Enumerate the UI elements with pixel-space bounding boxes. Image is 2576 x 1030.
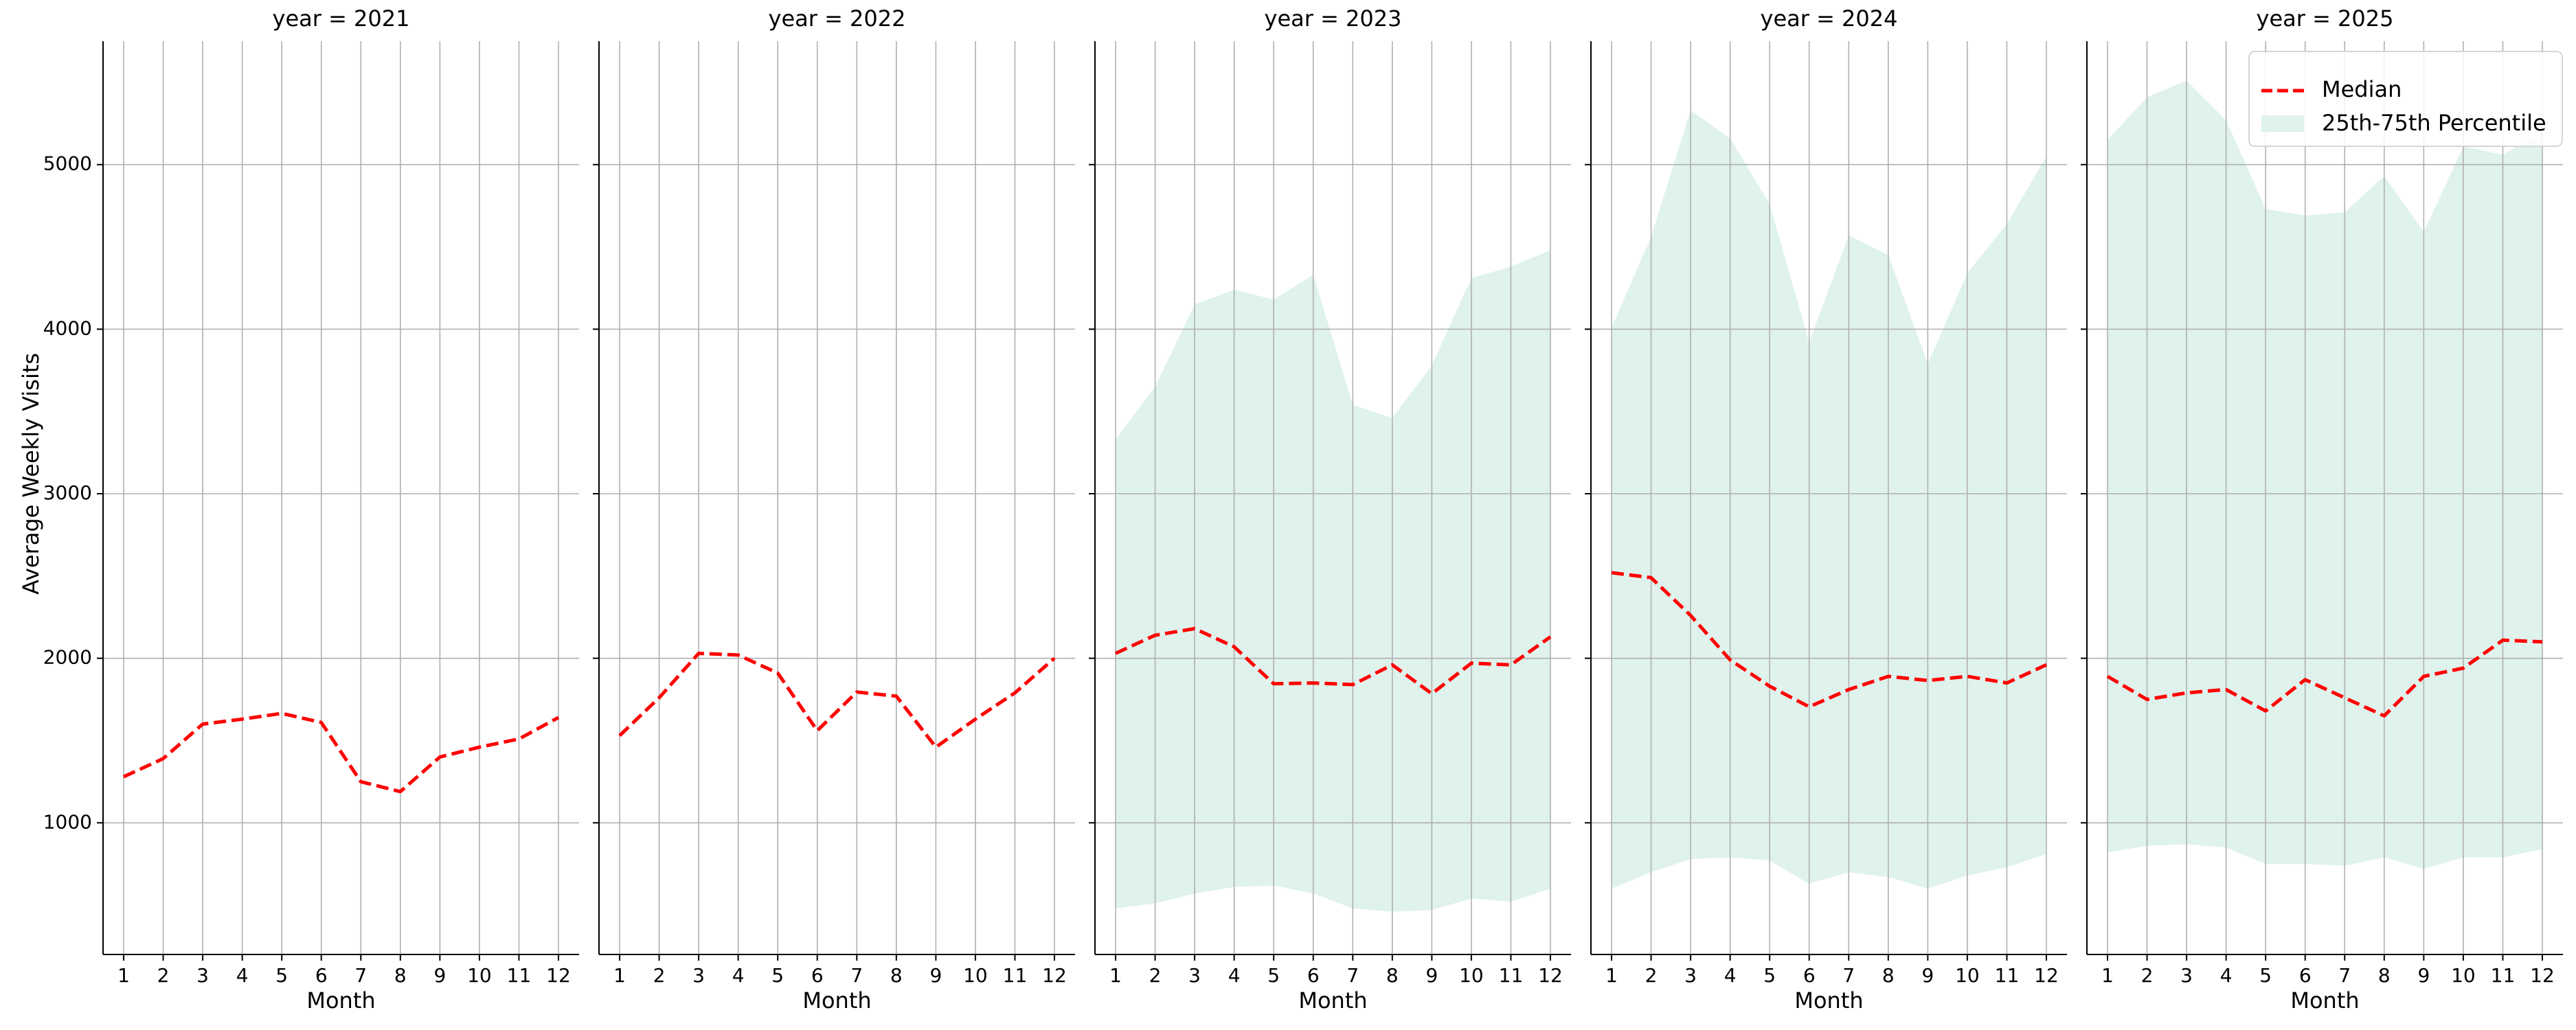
x-tick-label: 2 bbox=[1149, 964, 1162, 987]
x-tick-label: 10 bbox=[963, 964, 988, 987]
x-tick-label: 6 bbox=[1803, 964, 1816, 987]
x-tick-label: 12 bbox=[2034, 964, 2059, 987]
percentile-band-2023 bbox=[1116, 250, 1550, 912]
median-line-2025 bbox=[2106, 638, 2543, 718]
facet-title: year = 2022 bbox=[769, 5, 906, 32]
x-tick-label: 10 bbox=[1955, 964, 1980, 987]
x-tick-label: 3 bbox=[1188, 964, 1201, 987]
x-tick-label: 5 bbox=[1267, 964, 1280, 987]
x-tick-label: 12 bbox=[2530, 964, 2555, 987]
x-tick-label: 6 bbox=[1307, 964, 1320, 987]
x-tick-label: 9 bbox=[1921, 964, 1934, 987]
x-tick-label: 4 bbox=[1724, 964, 1737, 987]
x-tick-label: 5 bbox=[2259, 964, 2272, 987]
x-tick-label: 2 bbox=[157, 964, 170, 987]
x-tick-label: 8 bbox=[394, 964, 407, 987]
x-tick-label: 1 bbox=[613, 964, 626, 987]
x-tick-label: 11 bbox=[1003, 964, 1028, 987]
y-tick-label: 1000 bbox=[43, 810, 92, 833]
x-tick-label: 11 bbox=[1995, 964, 2020, 987]
x-tick-label: 4 bbox=[732, 964, 745, 987]
x-tick-label: 2 bbox=[2141, 964, 2154, 987]
x-tick-label: 1 bbox=[2101, 964, 2114, 987]
y-tick-label: 2000 bbox=[43, 646, 92, 669]
median-line-2021 bbox=[122, 711, 560, 794]
y-axis-label: Average Weekly Visits bbox=[18, 353, 44, 595]
x-axis-label: Month bbox=[2290, 987, 2359, 1014]
facet-title: year = 2024 bbox=[1761, 5, 1898, 32]
facet-title: year = 2021 bbox=[273, 5, 410, 32]
legend-box bbox=[2248, 51, 2563, 147]
x-tick-label: 1 bbox=[117, 964, 130, 987]
x-tick-label: 7 bbox=[850, 964, 863, 987]
x-tick-label: 7 bbox=[1842, 964, 1855, 987]
x-tick-label: 2 bbox=[1645, 964, 1658, 987]
median-line-2024 bbox=[1611, 571, 2048, 709]
x-tick-label: 6 bbox=[315, 964, 328, 987]
x-tick-label: 3 bbox=[692, 964, 705, 987]
legend: Median 25th-75th Percentile bbox=[2248, 51, 2563, 147]
x-tick-label: 10 bbox=[2451, 964, 2476, 987]
median-line-2022 bbox=[618, 652, 1056, 749]
x-axis-label: Month bbox=[1298, 987, 1367, 1014]
x-tick-label: 1 bbox=[1109, 964, 1122, 987]
legend-band-label: 25th-75th Percentile bbox=[2322, 110, 2546, 136]
x-tick-label: 6 bbox=[2299, 964, 2312, 987]
panels-group: 1 2 3 4 5 6 7 8 9 10 11 1210002000300040005000year … bbox=[43, 5, 2563, 1014]
percentile-band-2024 bbox=[1612, 110, 2046, 889]
x-axis-label: Month bbox=[306, 987, 375, 1014]
x-tick-label: 11 bbox=[507, 964, 532, 987]
y-tick-label: 5000 bbox=[43, 152, 92, 175]
x-tick-label: 9 bbox=[433, 964, 446, 987]
legend-median-label: Median bbox=[2322, 76, 2402, 102]
x-tick-label: 4 bbox=[2220, 964, 2233, 987]
facet-title: year = 2023 bbox=[1265, 5, 1402, 32]
percentile-band-2025 bbox=[2108, 80, 2542, 869]
panel-2021: 1 2 3 4 5 6 7 8 9 10 11 1210002000300040005000year … bbox=[43, 5, 579, 1014]
x-tick-label: 5 bbox=[1763, 964, 1776, 987]
x-tick-label: 3 bbox=[2180, 964, 2193, 987]
x-tick-label: 10 bbox=[1459, 964, 1484, 987]
x-tick-label: 9 bbox=[2417, 964, 2430, 987]
median-line-2023 bbox=[1114, 627, 1552, 696]
x-tick-label: 5 bbox=[275, 964, 288, 987]
x-tick-label: 4 bbox=[1228, 964, 1241, 987]
x-tick-label: 7 bbox=[2338, 964, 2351, 987]
x-tick-label: 1 bbox=[1605, 964, 1618, 987]
x-tick-label: 7 bbox=[1346, 964, 1359, 987]
x-tick-label: 10 bbox=[467, 964, 492, 987]
x-tick-label: 2 bbox=[653, 964, 666, 987]
x-tick-label: 12 bbox=[1538, 964, 1563, 987]
x-tick-label: 8 bbox=[1882, 964, 1895, 987]
x-tick-label: 12 bbox=[546, 964, 571, 987]
x-tick-label: 6 bbox=[811, 964, 824, 987]
x-tick-label: 8 bbox=[1386, 964, 1399, 987]
x-axis-label: Month bbox=[802, 987, 871, 1014]
x-tick-label: 3 bbox=[196, 964, 209, 987]
x-tick-label: 5 bbox=[771, 964, 784, 987]
x-tick-label: 3 bbox=[1684, 964, 1697, 987]
x-tick-label: 8 bbox=[890, 964, 903, 987]
facet-title: year = 2025 bbox=[2257, 5, 2394, 32]
y-tick-label: 4000 bbox=[43, 317, 92, 339]
x-tick-label: 7 bbox=[354, 964, 367, 987]
x-tick-label: 4 bbox=[236, 964, 249, 987]
legend-band-swatch bbox=[2261, 115, 2304, 132]
x-tick-label: 11 bbox=[1499, 964, 1524, 987]
x-tick-label: 12 bbox=[1042, 964, 1067, 987]
x-tick-label: 8 bbox=[2378, 964, 2391, 987]
x-tick-label: 11 bbox=[2491, 964, 2516, 987]
x-tick-label: 9 bbox=[929, 964, 942, 987]
x-axis-label: Month bbox=[1794, 987, 1863, 1014]
x-tick-label: 9 bbox=[1425, 964, 1438, 987]
y-tick-label: 3000 bbox=[43, 481, 92, 504]
